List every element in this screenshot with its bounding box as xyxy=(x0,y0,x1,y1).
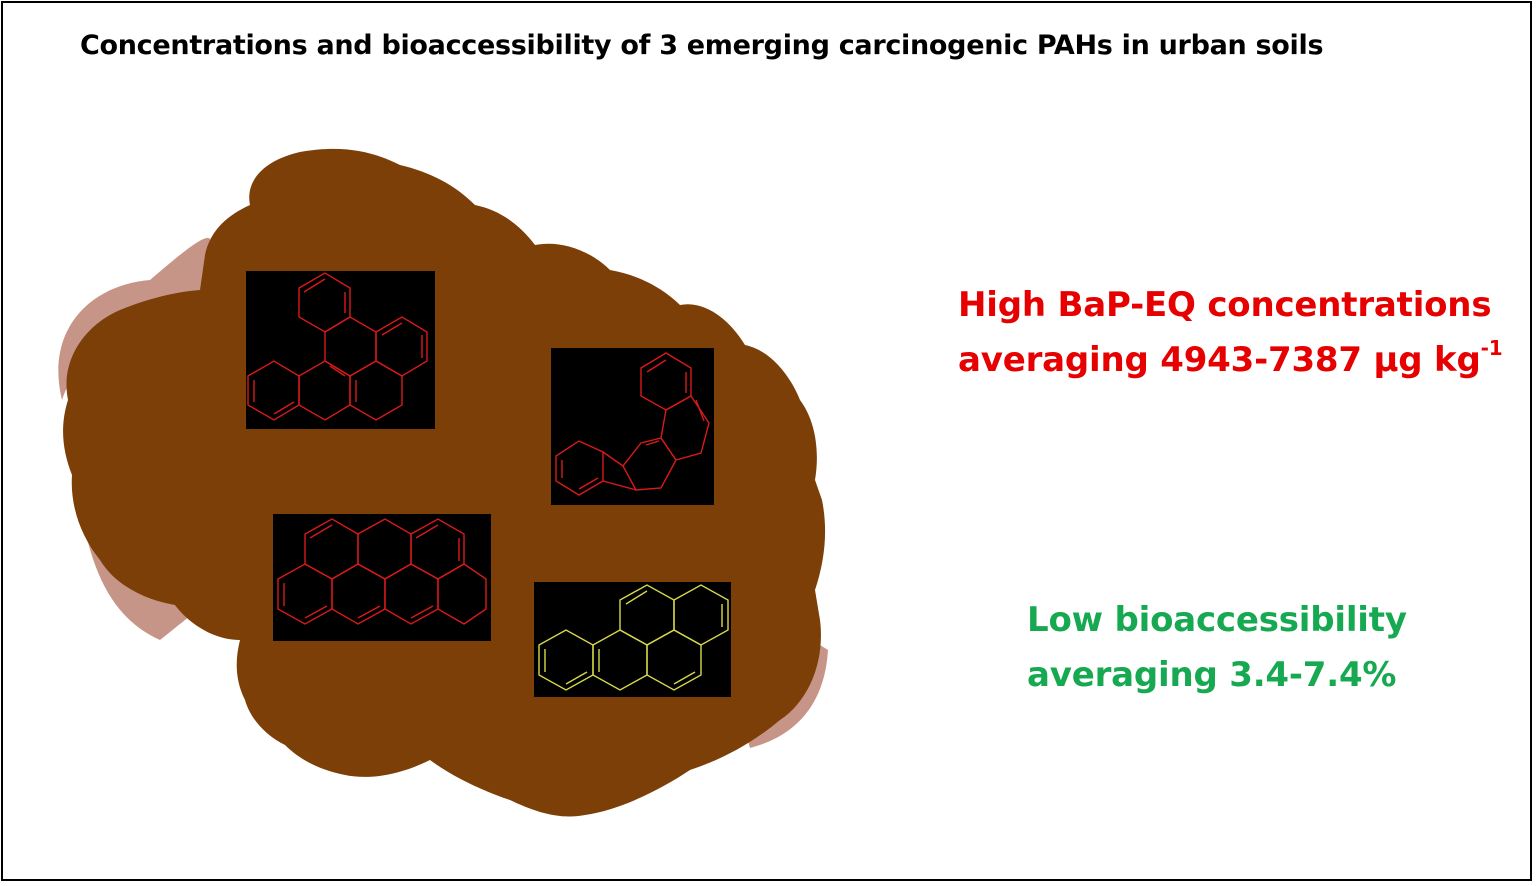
pah-structure-2 xyxy=(551,348,714,505)
unit-superscript: -1 xyxy=(1480,336,1503,360)
high-concentration-line1: High BaP-EQ concentrations xyxy=(958,285,1492,325)
pah-structure-3 xyxy=(273,514,491,641)
high-concentration-line2: averaging 4943-7387 µg kg xyxy=(958,340,1481,380)
pah-structure-1 xyxy=(246,271,435,429)
low-bioaccessibility-finding: Low bioaccessibility averaging 3.4-7.4% xyxy=(1027,593,1407,703)
pah-structure-4-drawing xyxy=(538,584,729,691)
high-concentration-finding: High BaP-EQ concentrations averaging 494… xyxy=(958,278,1503,392)
high-concentration-line2-wrap: averaging 4943-7387 µg kg-1 xyxy=(958,333,1503,392)
figure-title: Concentrations and bioaccessibility of 3… xyxy=(80,30,1324,61)
low-bioaccessibility-line2: averaging 3.4-7.4% xyxy=(1027,655,1397,695)
pah-structure-4 xyxy=(534,582,731,697)
low-bioaccessibility-line1: Low bioaccessibility xyxy=(1027,600,1407,640)
pah-structure-2-drawing xyxy=(555,352,710,496)
pah-structure-1-drawing xyxy=(247,272,428,421)
pah-structure-3-drawing xyxy=(277,518,487,625)
